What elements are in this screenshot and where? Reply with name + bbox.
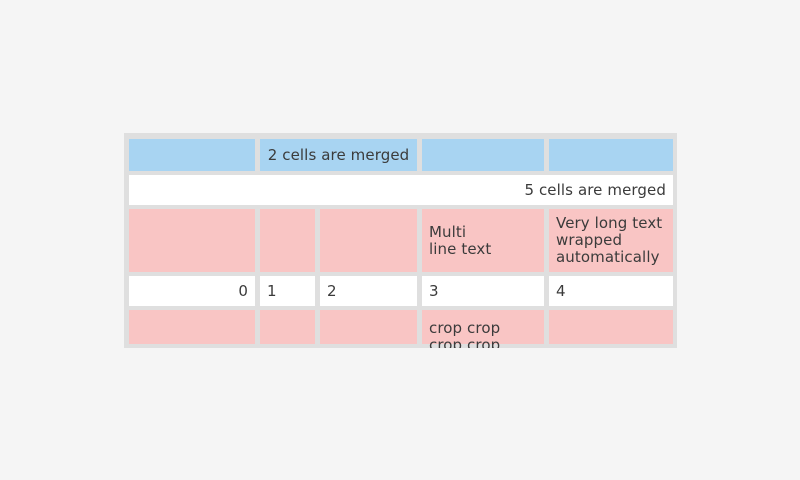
cell-r3c2[interactable]: 2 xyxy=(320,276,417,306)
table-grid: 2 cells are merged 5 cells are merged Mu… xyxy=(129,139,673,348)
merged-cells-table[interactable]: 2 cells are merged 5 cells are merged Mu… xyxy=(124,133,677,348)
cell-r2c4[interactable]: Very long text wrapped automatically xyxy=(549,209,673,272)
cell-r4c3-cropped[interactable]: crop crop crop crop xyxy=(422,310,544,348)
cell-text: 2 cells are merged xyxy=(267,145,410,164)
cell-r3c4[interactable]: 4 xyxy=(549,276,673,306)
cell-text: 5 cells are merged xyxy=(524,180,666,199)
cell-text: 1 xyxy=(267,281,277,300)
cell-r0c0[interactable] xyxy=(129,139,255,171)
cell-text: 0 xyxy=(238,281,248,300)
cell-r1c0-merged[interactable]: 5 cells are merged xyxy=(129,175,673,205)
cell-r4c2[interactable] xyxy=(320,310,417,344)
cell-r0c1-merged[interactable]: 2 cells are merged xyxy=(260,139,417,171)
cell-r0c4[interactable] xyxy=(549,139,673,171)
cell-r2c1[interactable] xyxy=(260,209,315,272)
cell-r4c4[interactable] xyxy=(549,310,673,344)
cell-r3c1[interactable]: 1 xyxy=(260,276,315,306)
cell-text: 2 xyxy=(327,281,337,300)
cell-text-wrapped: Very long text wrapped automatically xyxy=(556,214,663,266)
cell-r3c0[interactable]: 0 xyxy=(129,276,255,306)
cell-text-multiline: Multi line text xyxy=(429,222,492,258)
cell-text: 3 xyxy=(429,281,439,300)
cell-r2c0[interactable] xyxy=(129,209,255,272)
cell-text: 4 xyxy=(556,281,566,300)
cell-text-cropped: crop crop crop crop xyxy=(429,319,501,349)
cell-r0c3[interactable] xyxy=(422,139,544,171)
cell-r4c1[interactable] xyxy=(260,310,315,344)
cell-r2c3[interactable]: Multi line text xyxy=(422,209,544,272)
cell-r4c0[interactable] xyxy=(129,310,255,344)
cell-r3c3[interactable]: 3 xyxy=(422,276,544,306)
cell-r2c2[interactable] xyxy=(320,209,417,272)
